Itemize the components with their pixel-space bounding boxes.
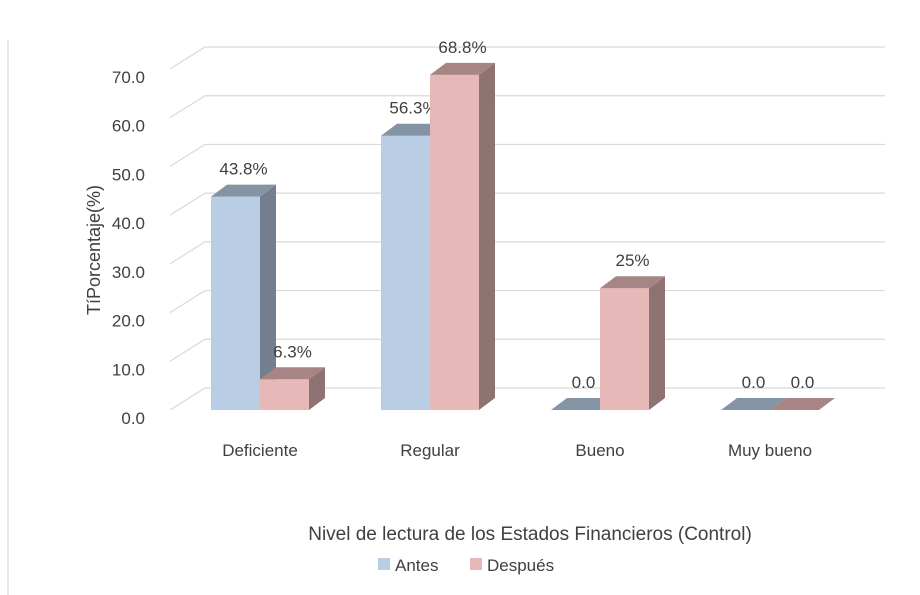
- grid-line: [169, 289, 885, 314]
- bar-top: [211, 184, 276, 197]
- grid-line: [169, 143, 885, 167]
- bar-side: [649, 276, 665, 410]
- y-tick-label: 30.0: [112, 263, 145, 282]
- y-tick-label: 40.0: [112, 214, 145, 233]
- data-label: 25%: [615, 251, 649, 270]
- bar-top: [600, 276, 665, 289]
- x-tick-label: Regular: [400, 441, 460, 460]
- grid-line: [169, 192, 885, 216]
- y-tick-label: 10.0: [112, 360, 145, 379]
- bar-top: [381, 123, 446, 136]
- y-tick-label: 0.0: [121, 409, 145, 428]
- bar-front: [211, 196, 260, 410]
- data-label: 43.8%: [219, 160, 267, 179]
- bar-front: [600, 288, 649, 410]
- y-tick-label: 60.0: [112, 117, 145, 136]
- x-tick-label: Deficiente: [222, 441, 298, 460]
- bar: [260, 367, 325, 410]
- legend-swatch: [470, 558, 482, 570]
- bar-top: [770, 398, 835, 410]
- grid-line: [169, 95, 885, 119]
- legend-label: Antes: [395, 556, 438, 575]
- bar-front: [381, 135, 430, 410]
- bar-top: [430, 62, 495, 75]
- bar-side: [309, 367, 325, 410]
- bar: [600, 276, 665, 410]
- grid-line: [169, 46, 885, 70]
- x-tick-label: Bueno: [575, 441, 624, 460]
- bar-top: [260, 367, 325, 380]
- bar-top: [551, 398, 616, 410]
- legend-swatch: [378, 558, 390, 570]
- bar: [721, 398, 786, 410]
- grid-line: [169, 241, 885, 265]
- x-axis-title: Nivel de lectura de los Estados Financie…: [308, 524, 752, 545]
- x-tick-label: Muy bueno: [728, 441, 812, 460]
- bar-top: [721, 398, 786, 410]
- bar: [770, 398, 835, 410]
- y-tick-label: 20.0: [112, 312, 145, 331]
- bar-side: [479, 62, 495, 411]
- bar: [551, 398, 616, 410]
- data-label: 0.0: [572, 373, 596, 392]
- bar-front: [430, 74, 479, 411]
- data-label: 68.8%: [438, 38, 486, 57]
- bar-front: [260, 379, 309, 410]
- bar-side: [260, 184, 276, 410]
- data-label: 6.3%: [273, 342, 312, 361]
- y-tick-label: 70.0: [112, 68, 145, 87]
- data-label: 56.3%: [389, 99, 437, 118]
- bar: [211, 184, 276, 410]
- bar: [430, 62, 495, 411]
- data-label: 0.0: [791, 373, 815, 392]
- y-axis-title: TíPorcentaje(%): [84, 185, 104, 315]
- y-tick-label: 50.0: [112, 165, 145, 184]
- legend-label: Después: [487, 556, 554, 575]
- data-label: 0.0: [742, 373, 766, 392]
